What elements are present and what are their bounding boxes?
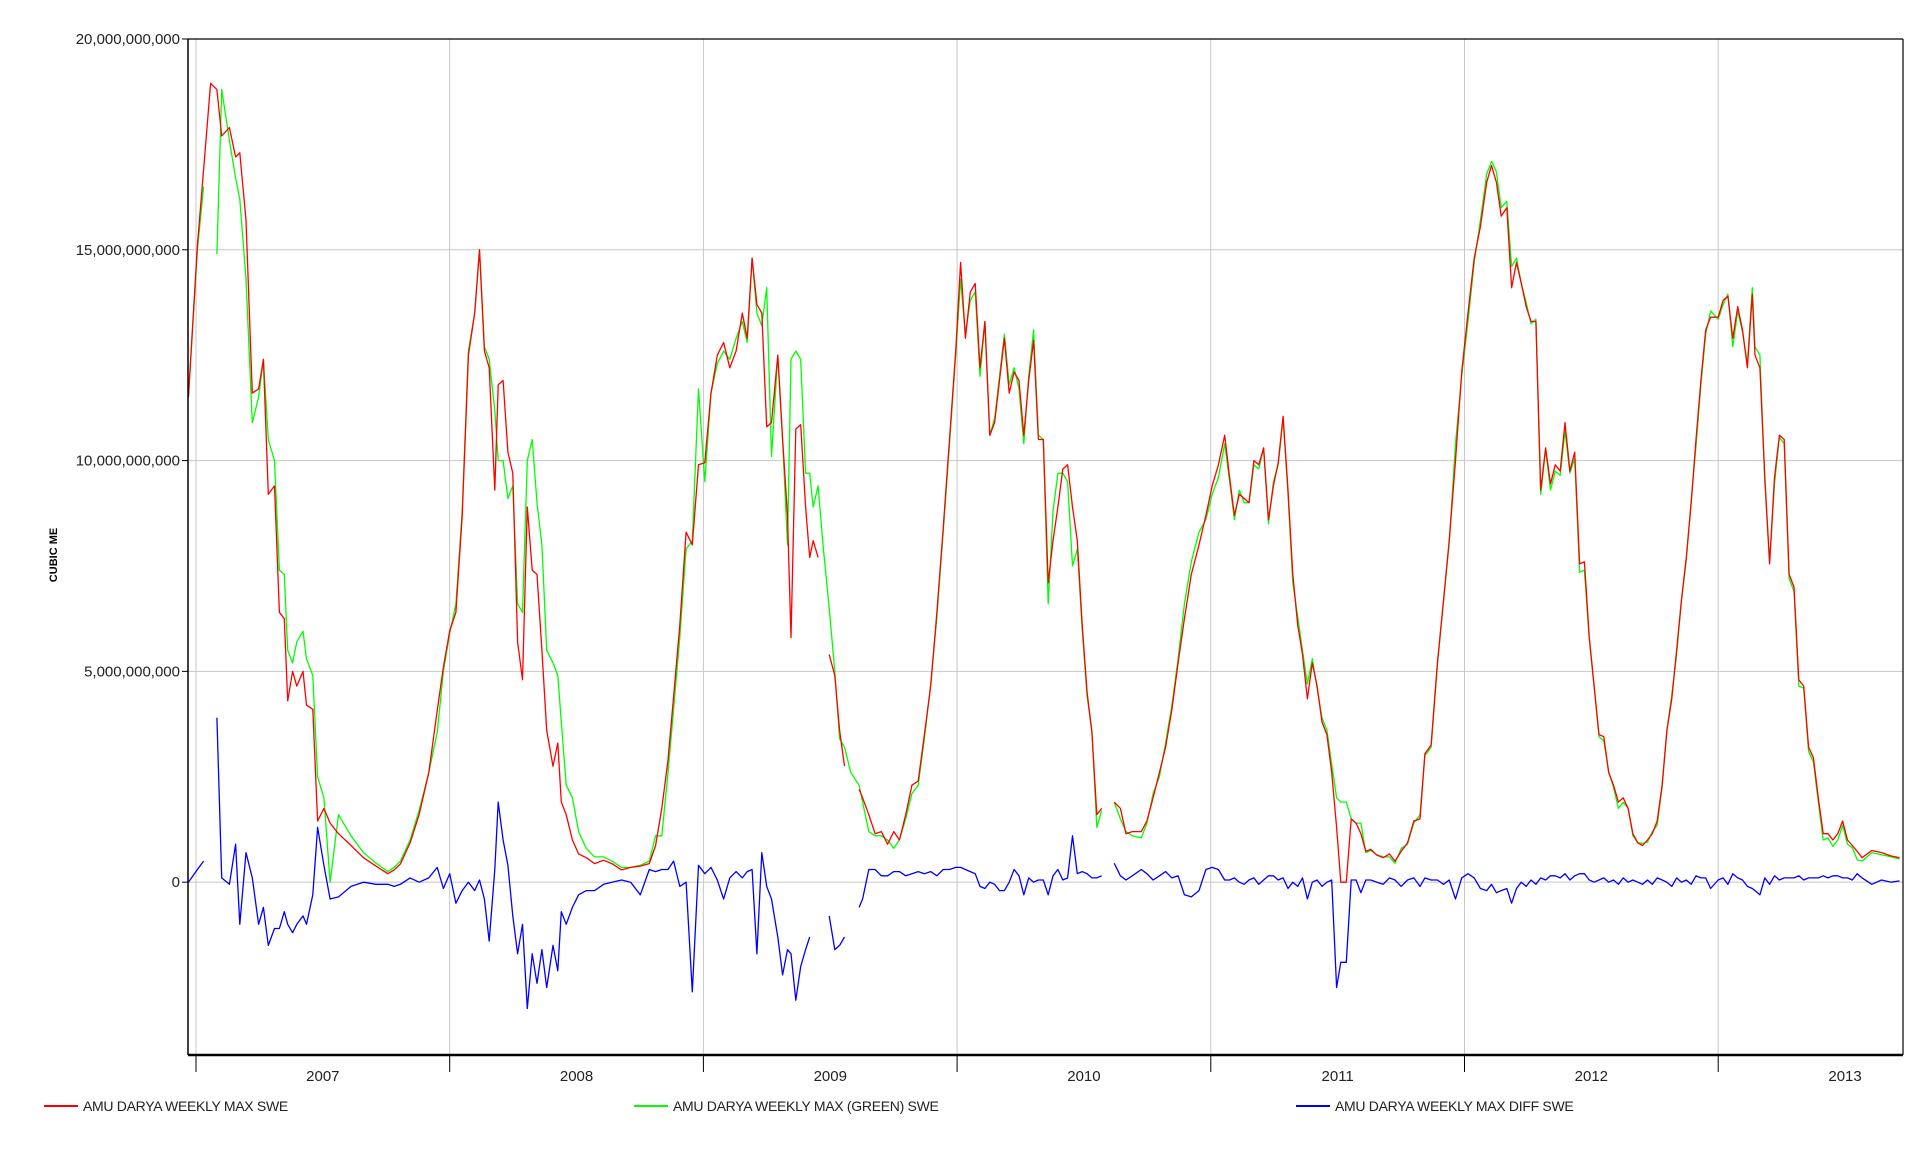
series-line-amu-darya-weekly-max-swe <box>828 654 846 767</box>
legend-item-green: AMU DARYA WEEKLY MAX (GREEN) SWE <box>634 1096 939 1116</box>
gridlines <box>188 38 1903 1055</box>
x-tick-label: 2013 <box>1828 1068 1861 1085</box>
tick-labels: 0 5,000,000,000 10,000,000,000 15,000,000,0… <box>76 31 1862 1085</box>
y-tick-label: 10,000,000,000 <box>76 453 180 470</box>
y-tick-label: 15,000,000,000 <box>76 242 180 259</box>
series-line-amu-darya-weekly-max-swe <box>187 82 819 875</box>
legend-label: AMU DARYA WEEKLY MAX (GREEN) SWE <box>673 1098 939 1114</box>
axes <box>182 38 1904 1072</box>
x-tick-label: 2009 <box>814 1068 847 1085</box>
series-line-amu-darya-weekly-max-diff-swe <box>858 835 1102 908</box>
legend-swatch-blue <box>1296 1105 1330 1107</box>
series-line-amu-darya-weekly-max-swe <box>858 261 1103 845</box>
x-tick-label: 2008 <box>560 1068 593 1085</box>
y-axis-title: CUBIC ME <box>48 528 60 582</box>
series-line-amu-darya-weekly-max-swe <box>1113 164 1900 883</box>
y-tick-label: 0 <box>172 874 180 891</box>
legend-label: AMU DARYA WEEKLY MAX DIFF SWE <box>1335 1098 1574 1114</box>
legend-item-red: AMU DARYA WEEKLY MAX SWE <box>44 1096 288 1116</box>
x-tick-label: 2011 <box>1322 1068 1354 1085</box>
series-line-amu-darya-weekly-max-diff-swe <box>216 717 811 1010</box>
x-tick-label: 2012 <box>1575 1068 1608 1085</box>
legend-label: AMU DARYA WEEKLY MAX SWE <box>83 1098 288 1114</box>
x-tick-label: 2010 <box>1067 1068 1100 1085</box>
legend-item-blue: AMU DARYA WEEKLY MAX DIFF SWE <box>1296 1096 1574 1116</box>
series-lines <box>187 82 1900 1010</box>
y-tick-label: 20,000,000,000 <box>76 31 180 48</box>
y-tick-label: 5,000,000,000 <box>84 663 180 680</box>
series-line-amu-darya-weekly-max-green-swe <box>1113 160 1900 864</box>
series-line-amu-darya-weekly-max-green-swe <box>216 88 1103 883</box>
legend-swatch-red <box>44 1105 78 1107</box>
series-line-amu-darya-weekly-max-diff-swe <box>187 860 205 883</box>
legend-swatch-green <box>634 1105 668 1107</box>
series-line-amu-darya-weekly-max-diff-swe <box>828 915 846 951</box>
x-tick-label: 2007 <box>306 1068 339 1085</box>
series-line-amu-darya-weekly-max-diff-swe <box>1113 862 1900 989</box>
